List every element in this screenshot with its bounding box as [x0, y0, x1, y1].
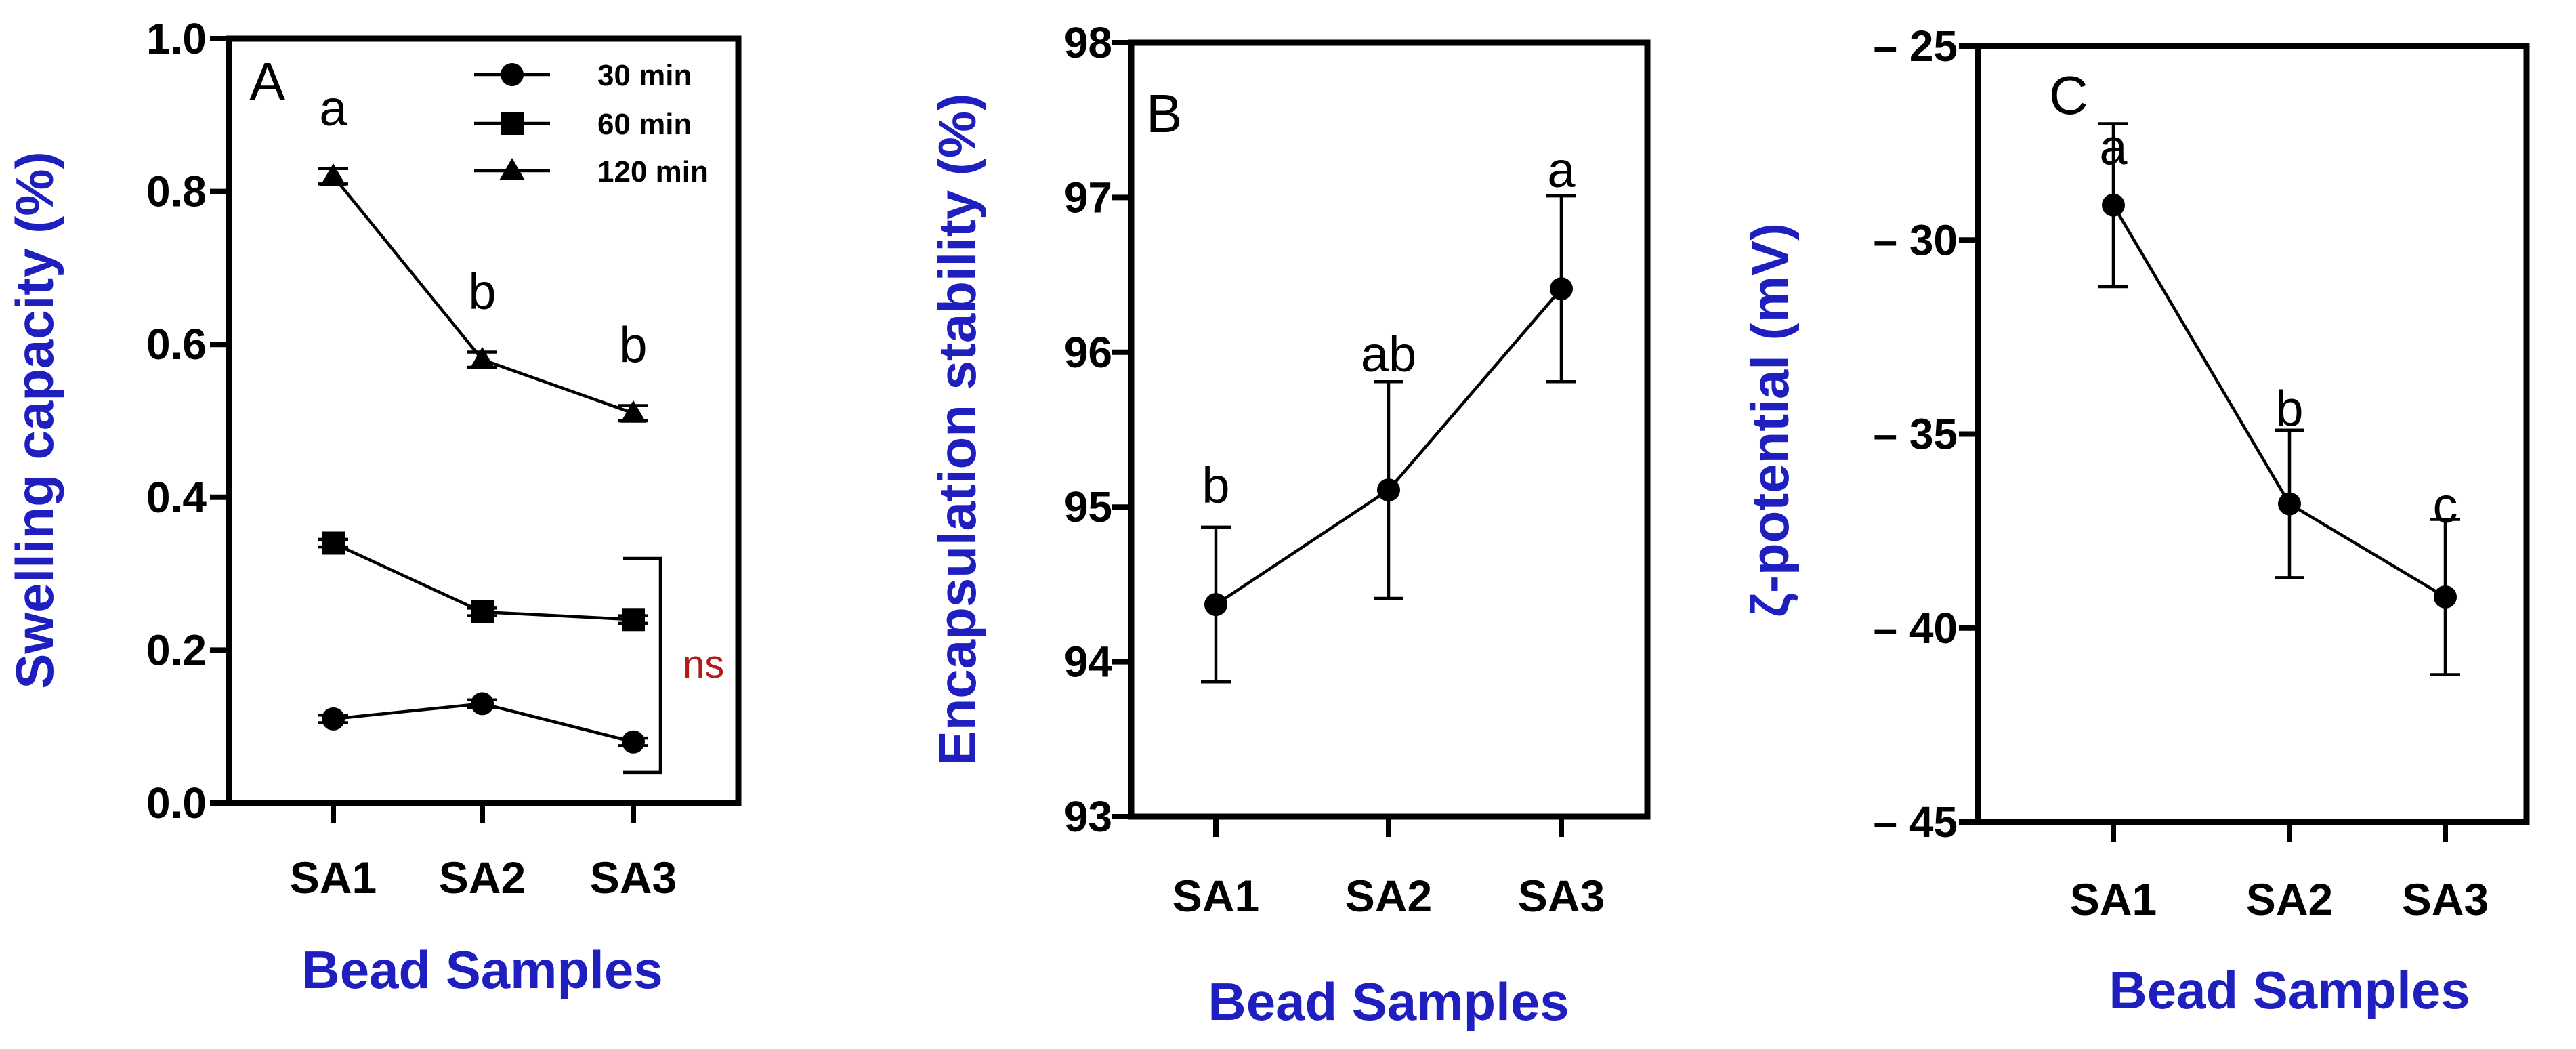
data-point: [622, 608, 645, 632]
series-60-min: [318, 531, 648, 632]
data-point: [322, 707, 345, 731]
legend-entry: 120 min: [597, 155, 709, 188]
significance-letter: ab: [1361, 326, 1416, 382]
x-tick-label: SA1: [290, 852, 377, 903]
panel-label: A: [249, 52, 286, 112]
x-axis-label: Bead Samples: [301, 940, 662, 1000]
series-0: a b c: [2098, 119, 2460, 676]
y-tick-label: 97: [1064, 173, 1112, 222]
legend-marker: [499, 158, 525, 180]
y-tick-label: – 25: [1873, 22, 1958, 70]
x-tick-label: SA2: [439, 852, 526, 903]
series-30-min: [318, 692, 648, 754]
y-tick-label: 0.6: [146, 320, 207, 369]
significance-letter: a: [2099, 119, 2128, 176]
y-axis-label: ζ-potential (mV): [1740, 223, 1800, 617]
panel-label: B: [1146, 83, 1182, 144]
panel-label: C: [2049, 65, 2088, 125]
data-point: [322, 531, 345, 555]
chart-panel-c: – 25 – 30 – 35 – 40 – 45 SA1 SA2 SA3 Bead Sample…: [1740, 22, 2530, 1020]
x-tick-label: SA3: [590, 852, 677, 903]
plot-frame: [1975, 43, 2530, 825]
legend: 30 min 60 min 120 min: [474, 59, 709, 188]
data-point: [471, 600, 494, 623]
significance-letter: c: [2433, 477, 2458, 533]
chart-panel-b: 93 94 95 96 97 98 SA1 SA2 SA3 Bead Samples Encapsu…: [927, 18, 1651, 1031]
significance-letter: b: [2275, 381, 2303, 437]
y-tick-label: 96: [1064, 328, 1112, 377]
chart-panel-a: 0.0 0.2 0.4 0.6 0.8 1.0 SA1 SA2 SA3 Bead Samples S…: [5, 14, 742, 1000]
data-point: [2278, 492, 2301, 516]
y-tick-label: 0.0: [146, 779, 207, 827]
legend-entry: 30 min: [597, 59, 692, 92]
data-point: [1550, 277, 1573, 301]
data-point: [2102, 193, 2125, 217]
x-axis-label: Bead Samples: [2109, 960, 2470, 1020]
data-point: [471, 692, 494, 716]
significance-letter: b: [1202, 457, 1229, 514]
data-point: [320, 163, 346, 186]
y-axis-label: Swelling capacity (%): [5, 151, 64, 688]
significance-letter: a: [319, 80, 347, 136]
y-tick-label: 98: [1064, 18, 1112, 67]
significance-letter: a: [1547, 142, 1576, 198]
significance-letter: b: [468, 264, 496, 320]
y-axis-label: Encapsulation stability (%): [927, 94, 987, 766]
x-axis-label: Bead Samples: [1208, 972, 1569, 1031]
y-tick-label: 93: [1064, 792, 1112, 841]
y-tick-label: – 40: [1873, 604, 1958, 653]
data-point: [469, 346, 495, 369]
y-tick-label: 94: [1064, 638, 1113, 686]
data-point: [622, 730, 645, 754]
ns-annotation: ns: [683, 642, 724, 686]
y-tick-label: 1.0: [146, 14, 207, 63]
y-tick-label: 0.2: [146, 625, 207, 674]
legend-entry: 60 min: [597, 108, 692, 141]
x-tick-label: SA1: [1173, 871, 1259, 921]
y-tick-label: – 30: [1873, 215, 1958, 264]
legend-marker: [501, 63, 524, 86]
x-tick-label: SA2: [2246, 874, 2333, 924]
data-point: [1377, 478, 1400, 502]
data-point: [1204, 593, 1227, 617]
significance-letter: b: [619, 317, 647, 373]
y-tick-label: – 35: [1873, 410, 1958, 459]
y-tick-label: 95: [1064, 482, 1112, 531]
y-tick-label: – 45: [1873, 798, 1958, 846]
series-120-min: a b b: [318, 80, 648, 423]
x-tick-label: SA3: [2402, 874, 2489, 924]
legend-marker: [501, 112, 524, 135]
data-point: [2434, 585, 2457, 609]
x-tick-label: SA1: [2070, 874, 2157, 924]
y-tick-label: 0.4: [146, 473, 207, 522]
x-tick-label: SA2: [1345, 871, 1432, 921]
y-tick-label: 0.8: [146, 167, 207, 216]
x-tick-label: SA3: [1518, 871, 1605, 921]
series-0: b ab a: [1201, 142, 1576, 684]
ns-bracket: [623, 556, 662, 775]
data-point: [620, 400, 646, 423]
